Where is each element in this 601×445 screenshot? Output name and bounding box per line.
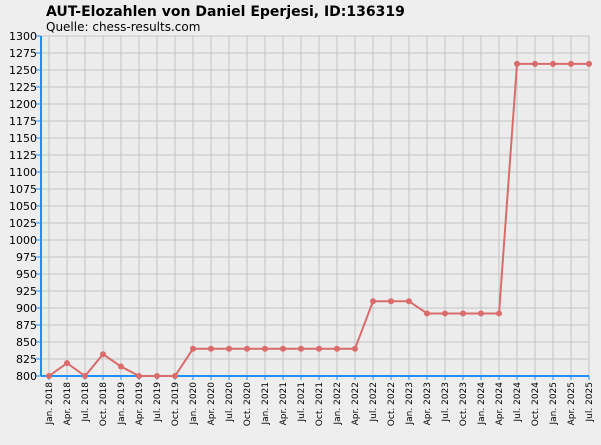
x-tick-label: Jul. 2024 bbox=[513, 382, 523, 423]
chart-title: AUT-Elozahlen von Daniel Eperjesi, ID:13… bbox=[46, 4, 405, 20]
data-point bbox=[532, 60, 538, 67]
y-tick-label: 900 bbox=[16, 302, 37, 315]
data-point bbox=[262, 345, 268, 352]
x-tick-label: Apr. 2020 bbox=[207, 382, 217, 426]
data-point bbox=[442, 310, 448, 317]
x-tick-label: Oct. 2021 bbox=[315, 382, 325, 426]
x-tick-label: Jan. 2020 bbox=[189, 382, 199, 426]
data-point bbox=[64, 360, 70, 367]
data-point bbox=[208, 345, 214, 352]
data-point bbox=[244, 345, 250, 352]
data-point bbox=[82, 373, 88, 379]
x-tick-label: Apr. 2023 bbox=[423, 382, 433, 425]
x-tick-label: Jul. 2020 bbox=[225, 382, 235, 423]
data-point bbox=[460, 310, 466, 317]
y-tick-label: 1175 bbox=[9, 115, 37, 128]
x-tick-label: Jan. 2021 bbox=[261, 382, 271, 426]
data-point bbox=[352, 345, 358, 352]
x-tick-label: Jul. 2021 bbox=[297, 382, 307, 423]
x-tick-label: Oct. 2018 bbox=[99, 382, 109, 426]
y-tick-label: 1050 bbox=[9, 200, 37, 213]
y-tick-label: 1075 bbox=[9, 183, 37, 196]
series-line bbox=[46, 60, 592, 379]
y-axis-ticks: 800 825 850 875 900 925 950 975 1000 1025 1050 1075… bbox=[9, 30, 37, 383]
data-point bbox=[514, 60, 520, 67]
y-tick-label: 1125 bbox=[9, 149, 37, 162]
data-point bbox=[370, 298, 376, 305]
y-tick-label: 800 bbox=[16, 370, 37, 383]
data-point bbox=[118, 363, 124, 370]
y-tick-label: 875 bbox=[16, 319, 37, 332]
x-tick-label: Jul. 2023 bbox=[441, 382, 451, 423]
x-tick-label: Apr. 2018 bbox=[63, 382, 73, 426]
y-tick-label: 1225 bbox=[9, 81, 37, 94]
data-point bbox=[190, 345, 196, 352]
x-tick-label: Jan. 2019 bbox=[117, 382, 127, 426]
y-tick-label: 1250 bbox=[9, 64, 37, 77]
x-tick-label: Apr. 2022 bbox=[351, 382, 361, 425]
data-point bbox=[388, 298, 394, 305]
data-point bbox=[334, 345, 340, 352]
y-tick-label: 1275 bbox=[9, 47, 37, 60]
data-point bbox=[172, 373, 178, 379]
data-point bbox=[550, 60, 556, 67]
x-tick-label: Jan. 2022 bbox=[333, 382, 343, 426]
data-point bbox=[280, 345, 286, 352]
x-tick-label: Apr. 2019 bbox=[135, 382, 145, 426]
y-tick-label: 1150 bbox=[9, 132, 37, 145]
x-tick-label: Oct. 2023 bbox=[459, 382, 469, 426]
data-point bbox=[100, 351, 106, 358]
data-point bbox=[226, 345, 232, 352]
y-tick-label: 1100 bbox=[9, 166, 37, 179]
x-tick-label: Oct. 2022 bbox=[387, 382, 397, 426]
y-tick-label: 925 bbox=[16, 285, 37, 298]
data-point bbox=[586, 60, 592, 67]
data-point bbox=[316, 345, 322, 352]
x-tick-label: Jul. 2025 bbox=[585, 382, 595, 423]
x-tick-label: Jul. 2022 bbox=[369, 382, 379, 423]
y-tick-label: 1300 bbox=[9, 30, 37, 43]
x-axis-ticks: Jan. 2018 Apr. 2018 Jul. 2018 Oct. 2018 Jan.… bbox=[45, 382, 595, 426]
grid bbox=[41, 35, 590, 377]
data-point bbox=[46, 373, 52, 379]
data-point bbox=[406, 298, 412, 305]
x-tick-label: Oct. 2019 bbox=[171, 382, 181, 426]
data-point bbox=[154, 373, 160, 379]
x-tick-label: Jan. 2023 bbox=[405, 382, 415, 426]
y-tick-label: 850 bbox=[16, 336, 37, 349]
data-point bbox=[568, 60, 574, 67]
x-tick-label: Jan. 2025 bbox=[549, 382, 559, 426]
x-tick-label: Apr. 2025 bbox=[567, 382, 577, 425]
x-tick-label: Jan. 2024 bbox=[477, 382, 487, 426]
x-tick-label: Oct. 2024 bbox=[531, 382, 541, 426]
data-point bbox=[424, 310, 430, 317]
data-point bbox=[496, 310, 502, 317]
data-point bbox=[478, 310, 484, 317]
y-tick-label: 975 bbox=[16, 251, 37, 264]
x-tick-label: Jul. 2019 bbox=[153, 382, 163, 423]
x-tick-label: Oct. 2020 bbox=[243, 382, 253, 426]
x-tick-label: Jul. 2018 bbox=[81, 382, 91, 423]
x-tick-label: Jan. 2018 bbox=[45, 382, 55, 426]
data-point bbox=[298, 345, 304, 352]
y-tick-label: 950 bbox=[16, 268, 37, 281]
chart-subtitle: Quelle: chess-results.com bbox=[46, 20, 200, 34]
y-tick-label: 825 bbox=[16, 353, 37, 366]
y-tick-label: 1000 bbox=[9, 234, 37, 247]
data-point bbox=[136, 373, 142, 379]
x-tick-label: Apr. 2024 bbox=[495, 382, 505, 426]
x-tick-label: Apr. 2021 bbox=[279, 382, 289, 425]
y-tick-label: 1200 bbox=[9, 98, 37, 111]
y-tick-label: 1025 bbox=[9, 217, 37, 230]
